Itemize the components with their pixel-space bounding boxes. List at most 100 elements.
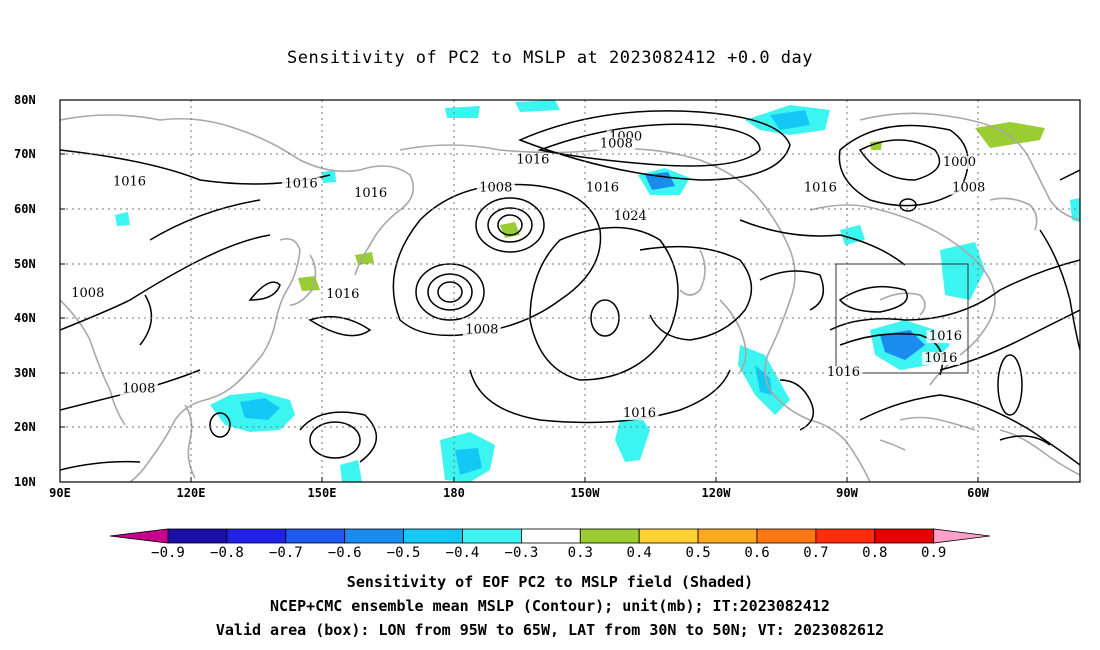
- contour-label: 1016: [586, 181, 619, 196]
- colorbar-segment: [344, 528, 405, 544]
- contour-label-bg: [949, 181, 988, 195]
- contour-label: 1008: [71, 286, 104, 301]
- contour-label-bg: [611, 210, 650, 224]
- colorbar-segment: [815, 528, 876, 544]
- colorbar-segment: [579, 528, 640, 544]
- contour-label: 1016: [827, 365, 860, 380]
- colorbar-segment: [226, 528, 287, 544]
- contour-label: 1008: [479, 181, 512, 196]
- coastlines: [60, 112, 1080, 482]
- colorbar-segment: [285, 528, 346, 544]
- lat-label: 60N: [14, 202, 36, 216]
- colorbar-segment: [697, 528, 758, 544]
- contour-label: 1016: [516, 152, 549, 167]
- lon-label: 90W: [836, 486, 858, 500]
- lon-label: 120E: [177, 486, 206, 500]
- grid-lines: [60, 100, 1080, 482]
- contour-label: 1016: [326, 287, 359, 302]
- colorbar-tick-label: −0.4: [446, 545, 480, 561]
- contour-label: 1016: [929, 329, 962, 344]
- page-title: Sensitivity of PC2 to MSLP at 2023082412…: [286, 48, 813, 68]
- map-content: 1000 1008 1016 1016 1016 1016 1008 1016 1024 1016…: [60, 100, 1080, 482]
- contour-label: 1016: [623, 406, 656, 421]
- colorbar-tick-label: −0.6: [328, 545, 362, 561]
- colorbar-segment: [638, 528, 699, 544]
- lon-label: 120W: [702, 486, 732, 500]
- contour-label-bg: [926, 330, 965, 344]
- colorbar-tick-label: 0.5: [685, 545, 710, 561]
- contour-label-bg: [824, 366, 863, 380]
- contour-label-bg: [119, 382, 158, 396]
- contour-label-bg: [583, 181, 622, 195]
- caption-line-2: NCEP+CMC ensemble mean MSLP (Contour); u…: [270, 597, 830, 615]
- contour-label: 1016: [354, 186, 387, 201]
- colorbar-max-arrow: [933, 528, 991, 544]
- caption-line-1: Sensitivity of EOF PC2 to MSLP field (Sh…: [346, 573, 754, 591]
- colorbar-segment: [462, 528, 522, 544]
- contour-label: 1016: [924, 351, 957, 366]
- lat-labels: 80N 70N 60N 50N 40N 30N 20N 10N: [14, 93, 36, 489]
- contour-labels: 1000 1008 1016 1016 1016 1016 1008 1016 1024 1016…: [68, 129, 988, 421]
- lon-label: 180: [443, 486, 465, 500]
- contour-label: 1008: [952, 181, 985, 196]
- contour-label: 1016: [285, 176, 318, 191]
- contour-label-bg: [620, 407, 659, 421]
- contour-label-bg: [68, 287, 107, 301]
- colorbar-segment: [403, 528, 463, 544]
- colorbar-tick-label: 0.8: [862, 545, 887, 561]
- colorbar-tick-label: −0.8: [210, 545, 244, 561]
- contour-label-bg: [513, 153, 552, 167]
- lon-label: 150E: [308, 486, 337, 500]
- colorbar-tick-label: 0.7: [803, 545, 828, 561]
- contour-label-bg: [282, 177, 321, 191]
- lon-label: 90E: [49, 486, 71, 500]
- lon-label: 150W: [571, 486, 601, 500]
- contour-label-bg: [476, 181, 515, 195]
- contour-label: 1008: [600, 136, 633, 151]
- contour-label: 1016: [113, 175, 146, 190]
- colorbar-segment: [874, 528, 935, 544]
- mslp-contours: [60, 110, 1080, 471]
- contour-label-bg: [110, 175, 149, 189]
- colorbar-tick-label: 0.9: [921, 545, 946, 561]
- colorbar-segment: [167, 528, 228, 544]
- colorbar-tick-label: −0.3: [505, 545, 539, 561]
- contour-label-bg: [940, 156, 979, 170]
- caption-line-3: Valid area (box): LON from 95W to 65W, L…: [215, 621, 885, 639]
- colorbar-tick-label: −0.5: [387, 545, 421, 561]
- axis-ticks: [60, 99, 979, 482]
- colorbar: −0.9 −0.8 −0.7 −0.6 −0.5 −0.4 −0.3 0.3 0.4 0.5 0.6…: [109, 528, 991, 561]
- lon-labels: 90E 120E 150E 180 150W 120W 90W 60W: [49, 486, 989, 500]
- lat-label: 40N: [14, 311, 36, 325]
- contour-label: 1024: [614, 209, 647, 224]
- contour-label-bg: [323, 288, 362, 302]
- lat-label: 70N: [14, 147, 36, 161]
- lat-label: 10N: [14, 475, 36, 489]
- map-frame: [59, 99, 1081, 483]
- colorbar-tick-label: 0.4: [627, 545, 652, 561]
- lon-label: 60W: [967, 486, 989, 500]
- contour-label-bg: [462, 323, 501, 337]
- lat-label: 50N: [14, 257, 36, 271]
- colorbar-min-arrow: [109, 528, 169, 544]
- colorbar-tick-label: 0.6: [744, 545, 769, 561]
- colorbar-segment: [756, 528, 817, 544]
- contour-label: 1008: [122, 382, 155, 397]
- contour-label: 1008: [465, 323, 498, 338]
- contour-label-bg: [597, 137, 636, 151]
- lat-label: 20N: [14, 420, 36, 434]
- contour-label: 1000: [943, 155, 976, 170]
- colorbar-tick-label: 0.3: [568, 545, 593, 561]
- contour-label-bg: [921, 351, 960, 365]
- contour-label-bg: [351, 187, 390, 201]
- lat-label: 80N: [14, 93, 36, 107]
- valid-area-box: [835, 263, 969, 374]
- lat-label: 30N: [14, 366, 36, 380]
- colorbar-tick-label: −0.7: [269, 545, 303, 561]
- contour-label: 1016: [804, 181, 837, 196]
- colorbar-tick-label: −0.9: [151, 545, 185, 561]
- colorbar-segment: [521, 528, 581, 544]
- shading-layer: [115, 100, 1080, 482]
- contour-label-bg: [801, 181, 840, 195]
